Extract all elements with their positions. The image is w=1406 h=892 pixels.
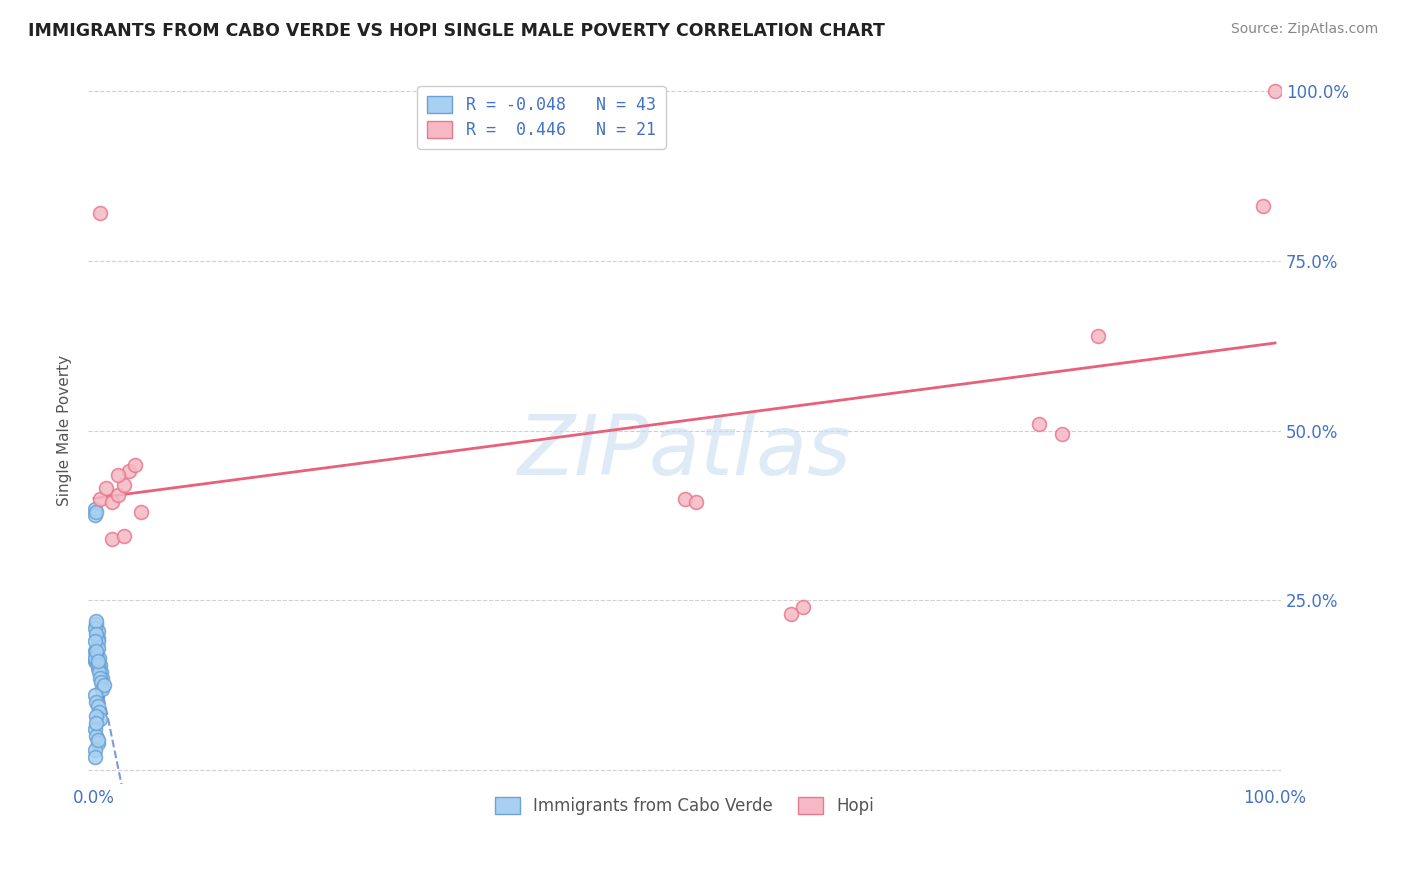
Point	[84, 621, 107, 635]
Point	[86, 695, 108, 709]
Point	[792, 600, 814, 615]
Point	[84, 743, 107, 757]
Point	[86, 634, 108, 648]
Point	[86, 661, 108, 675]
Point	[673, 491, 696, 506]
Point	[112, 529, 135, 543]
Point	[779, 607, 801, 621]
Point	[1052, 427, 1074, 442]
Point	[1264, 84, 1286, 98]
Point	[1087, 328, 1109, 343]
Point	[124, 458, 146, 472]
Y-axis label: Single Male Poverty: Single Male Poverty	[58, 355, 72, 506]
Point	[86, 644, 108, 658]
Point	[107, 467, 129, 482]
Point	[129, 505, 152, 519]
Point	[86, 631, 108, 645]
Point	[118, 464, 141, 478]
Point	[86, 624, 108, 638]
Point	[86, 732, 108, 747]
Point	[94, 481, 117, 495]
Point	[84, 508, 107, 523]
Point	[86, 736, 108, 750]
Point	[86, 657, 108, 672]
Point	[86, 648, 108, 662]
Point	[107, 488, 129, 502]
Point	[89, 491, 111, 506]
Point	[84, 644, 107, 658]
Point	[84, 749, 107, 764]
Point	[91, 672, 114, 686]
Point	[84, 689, 107, 703]
Point	[112, 478, 135, 492]
Point	[90, 665, 112, 679]
Point	[84, 634, 107, 648]
Point	[89, 657, 111, 672]
Point	[84, 651, 107, 665]
Point	[93, 678, 115, 692]
Point	[89, 712, 111, 726]
Point	[89, 672, 111, 686]
Point	[1251, 199, 1274, 213]
Point	[86, 655, 108, 669]
Point	[100, 533, 122, 547]
Point	[86, 614, 108, 628]
Point	[87, 706, 110, 720]
Point	[84, 723, 107, 737]
Point	[86, 617, 108, 632]
Point	[86, 505, 108, 519]
Point	[87, 651, 110, 665]
Point	[86, 627, 108, 641]
Point	[89, 206, 111, 220]
Point	[87, 665, 110, 679]
Point	[86, 698, 108, 713]
Text: Source: ZipAtlas.com: Source: ZipAtlas.com	[1230, 22, 1378, 37]
Point	[86, 708, 108, 723]
Point	[86, 655, 108, 669]
Text: ZIPatlas: ZIPatlas	[517, 411, 852, 492]
Text: IMMIGRANTS FROM CABO VERDE VS HOPI SINGLE MALE POVERTY CORRELATION CHART: IMMIGRANTS FROM CABO VERDE VS HOPI SINGL…	[28, 22, 884, 40]
Point	[86, 729, 108, 743]
Point	[86, 640, 108, 655]
Point	[1028, 417, 1050, 431]
Point	[86, 715, 108, 730]
Legend: Immigrants from Cabo Verde, Hopi: Immigrants from Cabo Verde, Hopi	[485, 787, 884, 825]
Point	[100, 495, 122, 509]
Point	[90, 674, 112, 689]
Point	[685, 495, 707, 509]
Point	[84, 655, 107, 669]
Point	[84, 501, 107, 516]
Point	[91, 681, 114, 696]
